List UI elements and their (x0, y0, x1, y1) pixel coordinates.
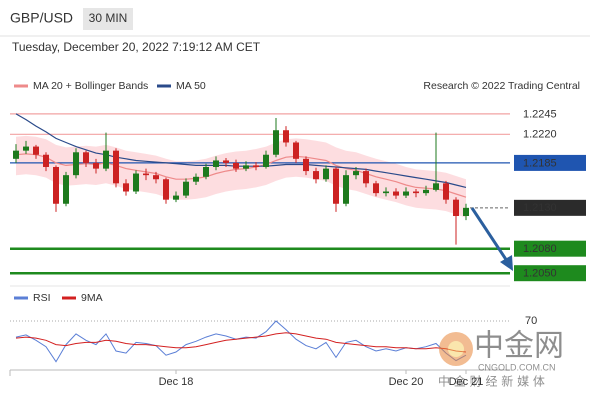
candle-body (463, 207, 469, 217)
legend-label: RSI (33, 292, 51, 304)
candle-body (163, 179, 169, 200)
price-level-box (514, 154, 586, 171)
candle-body (33, 146, 39, 155)
watermark: 中金网 CNGOLD.COM.CN 中 金 财 经 新 媒 体 (438, 329, 564, 389)
candle-body (333, 168, 339, 204)
price-level-label: 1.2220 (523, 129, 557, 141)
candle-body (303, 158, 309, 172)
candle-body (113, 150, 119, 184)
candle-body (223, 160, 229, 163)
candle-body (203, 166, 209, 177)
candle-body (103, 150, 109, 169)
candle-body (403, 191, 409, 196)
candle-body (383, 191, 389, 194)
candle-body (13, 150, 19, 159)
candle-body (413, 191, 419, 194)
candle-body (313, 171, 319, 180)
candle-body (353, 171, 359, 176)
candle-body (173, 195, 179, 200)
candle-body (233, 162, 239, 169)
candle-body (433, 183, 439, 190)
legend-label: MA 50 (176, 80, 206, 92)
watermark-brand: 中金网 (474, 329, 564, 364)
candle-body (193, 176, 199, 182)
candle-body (343, 175, 349, 204)
price-level-label: 1.2185 (523, 157, 557, 169)
timeframe-badge (83, 8, 133, 30)
candle-body (93, 162, 99, 169)
x-tick-label: Dec 21 (449, 376, 484, 388)
candle-body (283, 130, 289, 143)
arrow-shaft (470, 207, 509, 262)
x-tick-label: Dec 20 (389, 376, 424, 388)
x-tick-label: Dec 18 (159, 376, 194, 388)
price-level-box (514, 199, 586, 216)
price-level-label: 1.2050 (523, 268, 557, 280)
candle-body (423, 189, 429, 194)
candle-body (453, 199, 459, 217)
timeframe: 30 MIN (89, 11, 128, 25)
plot: 1.2245 1.2220 1.2185 1.2130 1.2080 1.2050 MA 2… (10, 80, 586, 388)
forecast-arrow (470, 207, 513, 271)
candle-body (73, 152, 79, 176)
candle-body (83, 152, 89, 163)
candle-body (123, 183, 129, 192)
y-tick-label: 70 (525, 315, 537, 327)
candle-body (43, 154, 49, 167)
candle-body (393, 191, 399, 196)
candle-body (63, 175, 69, 204)
candle-body (133, 173, 139, 192)
candle-body (243, 165, 249, 169)
bollinger-band (16, 135, 466, 218)
candle-body (273, 130, 279, 155)
candle-body (183, 181, 189, 196)
watermark-tagline: 中 金 财 经 新 媒 体 (438, 374, 545, 389)
candle-body (263, 154, 269, 167)
legend-label: MA 20 + Bollinger Bands (33, 80, 148, 92)
candle-body (143, 173, 149, 176)
price-level-label: 1.2080 (523, 243, 557, 255)
price-level-box (514, 240, 586, 257)
candle-body (53, 166, 59, 204)
price-level-label: 1.2130 (523, 202, 557, 214)
candle-body (323, 168, 329, 180)
legend-label: 9MA (81, 292, 103, 304)
moving-average (15, 113, 467, 188)
price-level-box (514, 265, 586, 282)
timestamp: Tuesday, December 20, 2022 7:19:12 AM CE… (12, 40, 261, 54)
watermark-domain: CNGOLD.COM.CN (478, 362, 556, 372)
candle-body (153, 175, 159, 180)
candle-body (253, 165, 259, 167)
watermark-logo-inner (448, 341, 464, 357)
candle-body (443, 183, 449, 200)
credit: Research © 2022 Trading Central (423, 80, 580, 92)
moving-average (15, 153, 467, 198)
candle-body (293, 142, 299, 159)
arrow-head (500, 255, 513, 271)
indicator-line (15, 332, 467, 353)
symbol: GBP/USD (10, 10, 73, 26)
price-level-label: 1.2245 (523, 108, 557, 120)
candle-body (363, 171, 369, 184)
candle-body (213, 160, 219, 167)
candle-body (373, 183, 379, 194)
candle-body (23, 146, 29, 151)
